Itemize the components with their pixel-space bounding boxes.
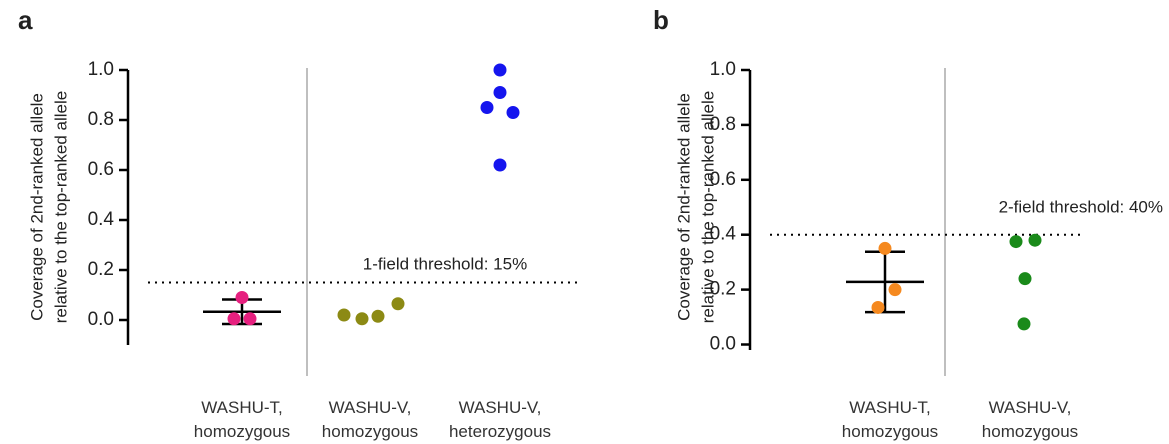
panel-label: a [18, 5, 33, 35]
threshold-label: 1-field threshold: 15% [363, 254, 527, 273]
data-point [337, 308, 351, 322]
y-axis-label: Coverage of 2nd-ranked allele [27, 93, 46, 321]
x-tick-label: WASHU-T, homozygous [193, 398, 291, 441]
data-point [1017, 317, 1031, 331]
data-point [878, 241, 892, 255]
y-axis-label: relative to the top-ranked allele [51, 91, 70, 323]
data-point [391, 297, 405, 311]
y-tick-label: 0.8 [710, 114, 736, 135]
y-tick-label: 0.4 [88, 209, 115, 230]
data-point [871, 300, 885, 314]
data-point [235, 291, 249, 304]
data-point [1018, 272, 1032, 286]
y-tick-label: 1.0 [710, 59, 736, 80]
y-tick-label: 0.2 [710, 279, 736, 300]
data-point [480, 101, 494, 114]
x-tick-label: WASHU-V, heterozygous [448, 398, 552, 441]
y-tick-label: 0.2 [88, 259, 114, 280]
data-point [227, 312, 241, 326]
data-point [1009, 235, 1023, 249]
y-tick-label: 0.0 [88, 309, 114, 330]
x-tick-label: WASHU-V, homozygous [321, 398, 419, 441]
x-tick-label: WASHU-V, homozygous [981, 398, 1079, 441]
y-tick-label: 0.6 [88, 159, 114, 180]
y-axis-label: Coverage of 2nd-ranked allele [674, 93, 693, 321]
data-point [506, 106, 520, 119]
y-tick-label: 0.8 [88, 109, 114, 130]
y-tick-label: 0.6 [710, 169, 736, 190]
y-axis-label: relative to the top-ranked allele [698, 91, 717, 323]
data-point [888, 283, 902, 297]
data-point [493, 86, 507, 99]
data-point [493, 158, 507, 172]
panel-label: b [653, 5, 669, 35]
y-tick-label: 0.0 [710, 334, 736, 355]
y-tick-label: 1.0 [88, 59, 114, 80]
y-tick-label: 0.4 [710, 224, 737, 245]
x-tick-label: WASHU-T, homozygous [841, 398, 939, 441]
data-point [493, 63, 507, 77]
data-point [1028, 233, 1042, 247]
data-point [371, 309, 385, 323]
data-point [243, 312, 257, 326]
threshold-label: 2-field threshold: 40% [999, 197, 1163, 216]
data-point [355, 312, 369, 326]
